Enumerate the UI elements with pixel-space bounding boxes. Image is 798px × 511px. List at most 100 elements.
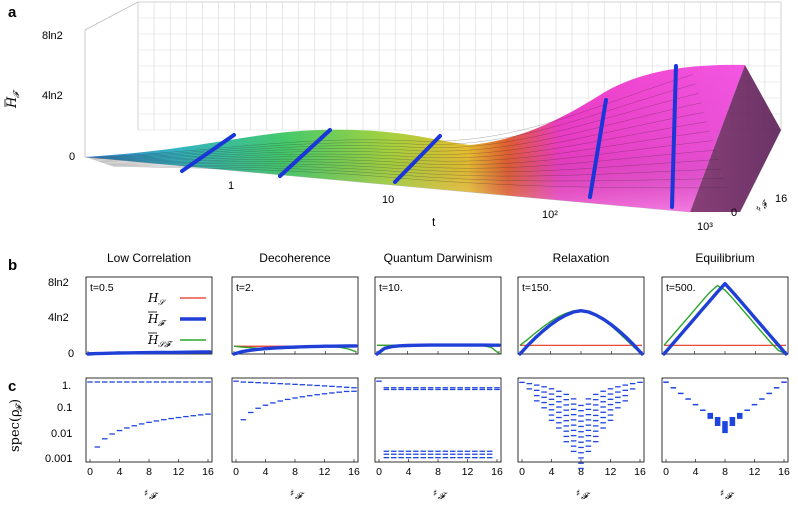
spectrum-level [570, 403, 577, 405]
spectrum-level [442, 453, 449, 455]
panel-label-c: c [8, 378, 16, 395]
c-x-tick-label: 4 [263, 466, 269, 478]
spectrum-level [556, 411, 562, 413]
svg-text:♯: ♯ [144, 489, 148, 499]
spectrum-level [255, 382, 261, 384]
spectrum-level [420, 388, 427, 391]
time-slice-150 [588, 98, 608, 199]
spectrum-level [175, 416, 182, 419]
legend-item-2: H 𝒮𝓕 [147, 332, 206, 349]
spectrum-level [435, 457, 441, 459]
svg-text:𝓕: 𝓕 [581, 492, 591, 502]
spectrum-level [751, 403, 758, 406]
x-tick-10: 10 [382, 194, 394, 206]
c-x-tick-label: 4 [117, 466, 123, 478]
b-time-label: t=2. [236, 282, 254, 294]
spectrum-level [563, 414, 570, 417]
panel-label-a: a [8, 4, 17, 21]
spectrum-level [615, 396, 621, 398]
spectrum-level [736, 412, 743, 419]
spectrum-level [548, 403, 555, 406]
spectrum-level [486, 457, 493, 459]
spectrum-level [413, 453, 419, 455]
b-panel-title: Low Correlation [107, 251, 191, 265]
spectrum-level [262, 382, 269, 384]
spectrum-level [585, 434, 592, 437]
spectrum-level [479, 457, 486, 459]
spectrum-level [663, 381, 669, 383]
spectrum-level [472, 387, 478, 389]
spectrum-level [759, 398, 765, 400]
spectrum-level [413, 388, 419, 391]
spectrum-level [519, 381, 525, 383]
b-panel-title: Relaxation [553, 251, 610, 265]
spectrum-level [284, 398, 291, 401]
spectrum-level [486, 388, 493, 391]
spectrum-level [563, 404, 570, 406]
c-x-tick-label: 12 [173, 466, 185, 478]
c-y-ticks: 1. 0.1 0.01 0.001 [45, 380, 73, 465]
spectrum-level [578, 467, 584, 470]
spectrum-level [592, 414, 599, 417]
spectrum-level [629, 382, 636, 385]
spectrum-level [578, 425, 584, 428]
c-tick-0.001: 0.001 [45, 453, 73, 465]
spectrum-level [585, 419, 592, 421]
spectrum-level [692, 403, 699, 406]
spectrum-level [600, 390, 606, 392]
spectrum-level [190, 415, 197, 417]
c-x-tick-label: 16 [778, 466, 790, 478]
spectrum-level [449, 453, 456, 455]
c-x-axis-label: ♯ 𝓕 [433, 489, 448, 502]
c-x-tick-label: 0 [519, 466, 525, 478]
spectrum-level [607, 403, 614, 406]
spectrum-level [413, 457, 419, 459]
spectrum-level [615, 391, 621, 393]
c-panel-0: 0 4 8 12 16 ♯ 𝓕 [85, 377, 214, 502]
b-tick-8ln2: 8ln2 [48, 277, 69, 289]
spectrum-level [314, 384, 320, 387]
spectrum-level [405, 387, 412, 389]
spectrum-level [116, 429, 123, 432]
b-series-HF [662, 282, 788, 356]
spectrum-level [629, 388, 636, 390]
surface [85, 64, 781, 212]
spectrum-level [413, 450, 419, 452]
b-tick-4ln2: 4ln2 [48, 312, 69, 324]
spectrum-level [533, 384, 540, 386]
spectrum-level [578, 446, 584, 449]
spectrum-level [548, 414, 555, 416]
spectrum-level [585, 445, 592, 447]
spectrum-level [336, 391, 343, 393]
b-panel-title: Quantum Darwinism [384, 251, 493, 265]
svg-text:H: H [147, 312, 159, 326]
spectrum-level [233, 380, 239, 382]
spectrum-level [570, 424, 577, 426]
spectrum-level [578, 420, 584, 422]
spectrum-level [435, 388, 441, 391]
c-tick-1: 1. [62, 380, 71, 392]
spectrum-level [101, 381, 108, 383]
c-x-tick-label: 0 [376, 466, 382, 478]
spectrum-level [607, 393, 614, 395]
spectrum-level [600, 416, 606, 419]
spectrum-level [405, 457, 412, 459]
spectrum-level [607, 398, 614, 400]
spectrum-level [541, 386, 547, 388]
x-tick-100: 10² [542, 209, 558, 221]
spectrum-level [390, 450, 397, 452]
spectrum-level [442, 450, 449, 452]
spectrum-level [578, 452, 584, 454]
svg-text:♯: ♯ [433, 489, 437, 499]
c-panel-frame [231, 377, 359, 463]
spectrum-level [670, 387, 677, 389]
spectrum-level [548, 409, 555, 411]
spectrum-level [600, 406, 606, 408]
spectrum-level [183, 381, 189, 383]
c-x-axis-label: ♯ 𝓕 [290, 489, 305, 502]
spectrum-level [578, 436, 584, 438]
spectrum-level [607, 414, 614, 416]
spectrum-level [284, 383, 291, 385]
spectrum-level [160, 419, 167, 421]
